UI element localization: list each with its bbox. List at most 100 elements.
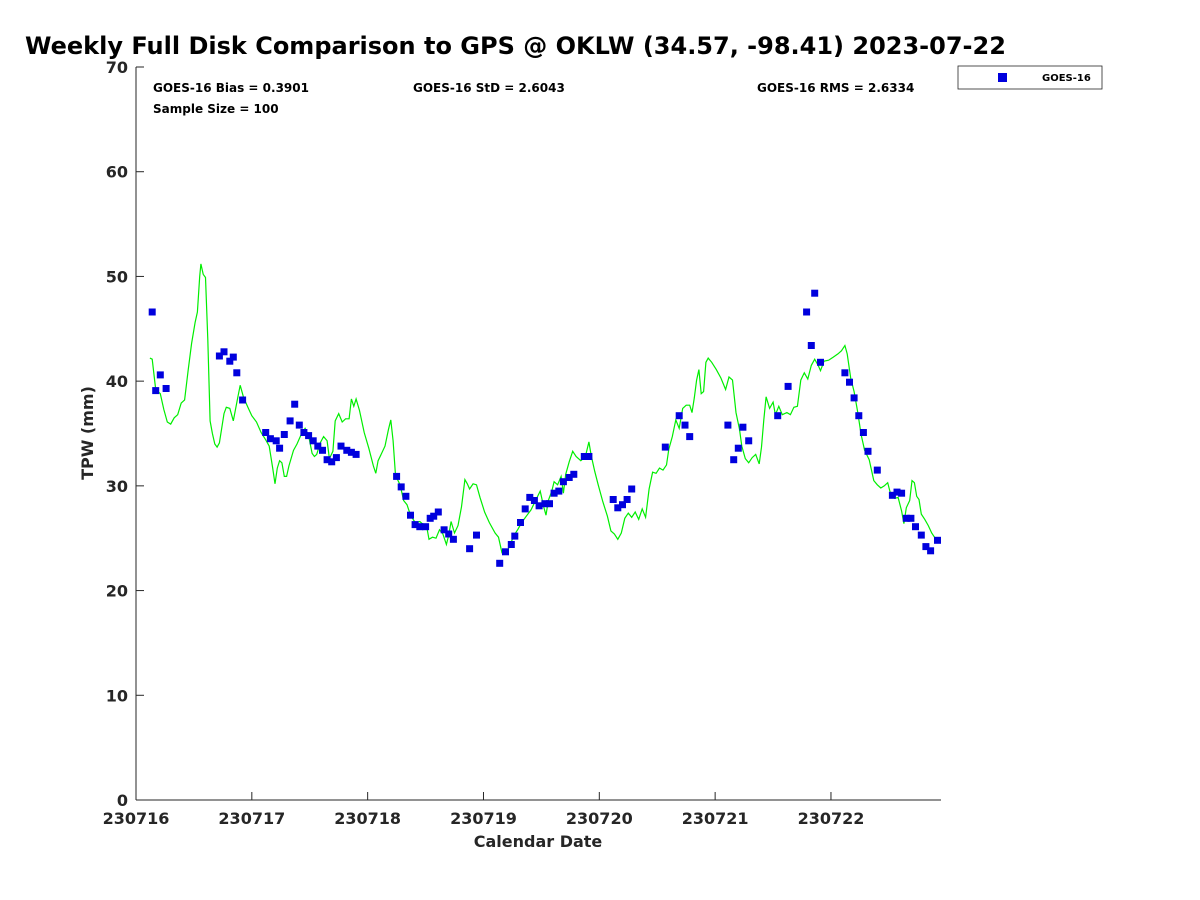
legend-marker (998, 73, 1007, 82)
goes16-point (239, 396, 247, 404)
goes16-point (675, 412, 683, 420)
x-tick-label: 230722 (798, 809, 865, 828)
goes16-point (774, 412, 782, 420)
y-tick-label: 70 (106, 58, 128, 77)
goes16-point (266, 435, 274, 443)
goes16-point (546, 500, 553, 508)
y-tick-label: 10 (106, 686, 128, 705)
y-axis-label: TPW (mm) (78, 386, 97, 480)
y-tick-label: 40 (106, 372, 128, 391)
goes16-point (319, 446, 326, 454)
goes16-point (407, 511, 414, 519)
x-tick-label: 230721 (682, 809, 749, 828)
goes16-point (803, 308, 811, 316)
goes16-point (466, 545, 474, 553)
goes16-point (614, 504, 622, 512)
goes16-point (628, 485, 636, 493)
goes16-point (416, 523, 424, 531)
goes16-point (580, 453, 588, 460)
goes16-point (220, 348, 228, 356)
goes16-point (619, 501, 626, 509)
goes16-point (507, 541, 515, 548)
goes16-point (291, 400, 299, 408)
goes16-point (730, 456, 738, 464)
goes16-point (555, 487, 563, 495)
goes16-point (807, 342, 815, 349)
goes16-point (233, 369, 241, 377)
goes16-point (855, 412, 863, 420)
goes16-point (156, 371, 164, 379)
goes16-point (262, 429, 270, 436)
goes16-point (521, 505, 529, 513)
goes16-point (440, 526, 448, 534)
goes16-point (888, 491, 896, 499)
goes16-point (323, 456, 331, 464)
goes16-marker-layer (148, 289, 941, 567)
goes16-point (411, 521, 419, 529)
goes16-point (343, 446, 351, 454)
x-tick-label: 230719 (450, 809, 517, 828)
legend-label: GOES-16 (1042, 73, 1091, 84)
legend: GOES-16 (957, 65, 1103, 90)
goes16-point (517, 519, 524, 526)
y-tick-label: 60 (106, 163, 128, 182)
goes16-point (162, 385, 170, 392)
goes16-point (927, 547, 935, 555)
goes16-point (864, 447, 872, 455)
goes16-point (449, 535, 457, 543)
goes16-point (661, 443, 669, 451)
goes16-point (623, 496, 631, 503)
goes16-point (898, 489, 906, 497)
goes16-point (734, 444, 742, 452)
goes16-point (314, 442, 322, 450)
goes16-point (609, 496, 617, 503)
goes16-point (280, 431, 288, 438)
goes16-point (496, 559, 504, 567)
goes16-point (817, 358, 824, 366)
goes16-point (535, 502, 543, 510)
goes16-point (402, 492, 410, 500)
goes16-point (922, 543, 930, 551)
goes16-point (846, 378, 853, 386)
y-tick-label: 20 (106, 582, 128, 601)
goes16-point (352, 450, 360, 458)
goes16-point (585, 453, 593, 460)
sample-size-stat: Sample Size = 100 (153, 102, 279, 116)
plot-area (136, 67, 941, 800)
goes16-point (686, 433, 694, 441)
goes16-point (305, 432, 313, 440)
goes16-point (745, 437, 753, 445)
goes16-point (445, 530, 453, 538)
goes16-point (286, 417, 294, 425)
goes16-point (739, 423, 747, 431)
x-tick-label: 230717 (218, 809, 285, 828)
std-stat: GOES-16 StD = 2.6043 (413, 81, 565, 95)
chart-title: Weekly Full Disk Comparison to GPS @ OKL… (25, 32, 1006, 60)
goes16-point (215, 352, 223, 360)
goes16-point (502, 548, 509, 556)
goes16-point (850, 394, 858, 402)
goes16-point (724, 421, 732, 429)
x-tick-label: 230716 (103, 809, 170, 828)
x-axis-ticks: 230716 230717 230718 230719 230720 230721 2307… (103, 792, 865, 828)
goes16-point (934, 536, 941, 544)
goes16-point (859, 429, 867, 436)
goes16-point (434, 508, 442, 516)
goes16-point (152, 387, 160, 395)
goes16-point (309, 437, 317, 445)
legend-box (957, 65, 1103, 90)
goes16-point (347, 448, 355, 456)
goes16-point (811, 289, 819, 297)
goes16-point (276, 444, 284, 452)
goes16-point (473, 531, 480, 539)
goes16-point (229, 353, 237, 361)
goes16-point (511, 532, 519, 540)
goes16-point (550, 489, 558, 497)
goes16-point (393, 472, 401, 480)
goes16-point (526, 493, 534, 501)
goes16-point (530, 497, 538, 504)
goes16-point (295, 421, 303, 429)
goes16-point (902, 514, 910, 522)
goes16-point (841, 369, 849, 377)
